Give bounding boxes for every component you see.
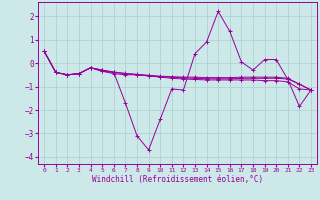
X-axis label: Windchill (Refroidissement éolien,°C): Windchill (Refroidissement éolien,°C) <box>92 175 263 184</box>
